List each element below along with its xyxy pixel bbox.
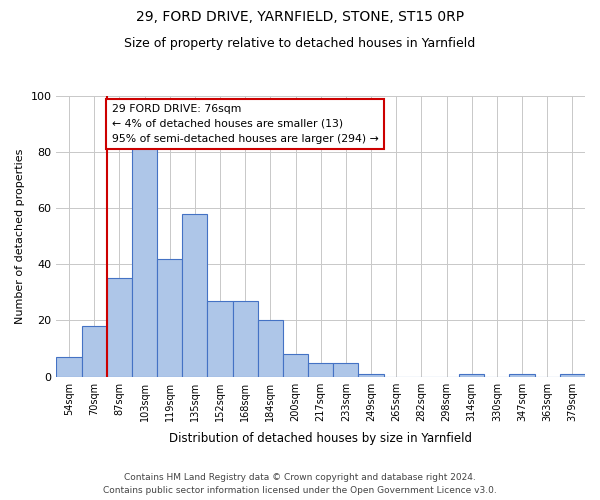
Bar [208, 300, 233, 376]
Text: 29, FORD DRIVE, YARNFIELD, STONE, ST15 0RP: 29, FORD DRIVE, YARNFIELD, STONE, ST15 0… [136, 10, 464, 24]
Bar [182, 214, 208, 376]
Bar [283, 354, 308, 376]
Bar [358, 374, 383, 376]
Y-axis label: Number of detached properties: Number of detached properties [15, 148, 25, 324]
Bar [509, 374, 535, 376]
Text: Contains HM Land Registry data © Crown copyright and database right 2024.
Contai: Contains HM Land Registry data © Crown c… [103, 473, 497, 495]
Bar [258, 320, 283, 376]
Bar [308, 362, 333, 376]
Bar [82, 326, 107, 376]
X-axis label: Distribution of detached houses by size in Yarnfield: Distribution of detached houses by size … [169, 432, 472, 445]
Bar [560, 374, 585, 376]
Bar [132, 140, 157, 376]
Bar [107, 278, 132, 376]
Bar [157, 258, 182, 376]
Bar [459, 374, 484, 376]
Bar [333, 362, 358, 376]
Bar [56, 357, 82, 376]
Text: 29 FORD DRIVE: 76sqm
← 4% of detached houses are smaller (13)
95% of semi-detach: 29 FORD DRIVE: 76sqm ← 4% of detached ho… [112, 104, 379, 144]
Bar [233, 300, 258, 376]
Text: Size of property relative to detached houses in Yarnfield: Size of property relative to detached ho… [124, 38, 476, 51]
